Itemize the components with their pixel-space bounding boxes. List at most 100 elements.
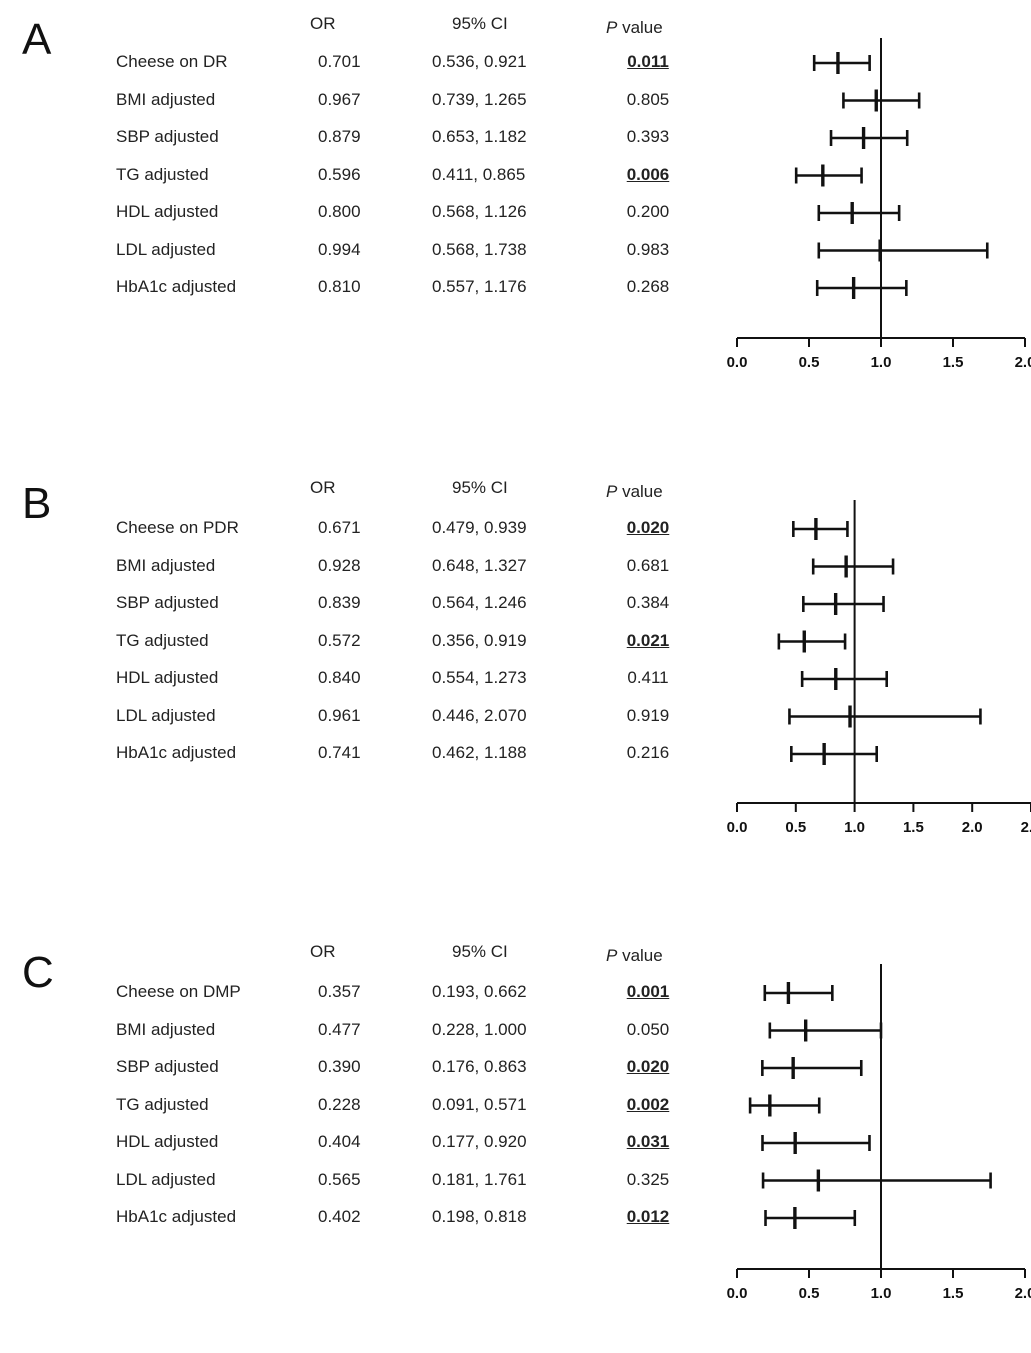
ci-bar	[792, 518, 849, 540]
row-p-value: 0.983	[626, 239, 670, 259]
ci-bar	[788, 705, 982, 728]
panel-b: B OR 95% CI P value Cheese on PDR 0.671 0.479,…	[0, 470, 1031, 890]
row-ci: 0.739, 1.265	[432, 89, 527, 109]
x-tick-label: 1.5	[943, 1285, 964, 1302]
row-ci: 0.568, 1.738	[432, 239, 527, 259]
row-label: HbA1c adjusted	[116, 277, 237, 296]
x-tick-label: 0.0	[727, 354, 748, 371]
forest-plot-c: 0.0 0.5 1.0 1.5 2.0	[727, 964, 1031, 1302]
row-or: 0.839	[318, 593, 361, 612]
ci-bar	[748, 1094, 821, 1117]
row-or: 0.596	[318, 164, 361, 184]
ci-bar	[842, 89, 921, 112]
x-tick-label: 2.0	[962, 819, 983, 836]
row-p-value: 0.021	[626, 630, 670, 650]
row-label: Cheese on DR	[116, 52, 228, 71]
x-tick-label: 0.5	[799, 354, 820, 371]
row-ci: 0.648, 1.327	[432, 555, 527, 575]
row-or: 0.390	[318, 1057, 361, 1076]
column-header-ci: 95% CI	[452, 942, 508, 961]
row-or: 0.228	[318, 1094, 361, 1114]
x-tick-label: 0.0	[727, 819, 748, 836]
column-header-p-value: P value	[606, 18, 663, 38]
row-ci: 0.177, 0.920	[432, 1132, 527, 1151]
row-ci: 0.193, 0.662	[432, 982, 527, 1001]
ci-bar	[761, 1169, 992, 1192]
row-p-value: 0.050	[626, 1019, 670, 1039]
column-header-p-value: P value	[606, 482, 663, 502]
x-tick-label: 0.5	[799, 1285, 820, 1302]
row-or: 0.701	[318, 52, 361, 71]
row-ci: 0.653, 1.182	[432, 127, 527, 146]
row-or: 0.928	[318, 555, 361, 575]
row-or: 0.572	[318, 630, 361, 650]
ci-bar	[794, 164, 863, 187]
row-or: 0.404	[318, 1132, 361, 1151]
ci-bar	[790, 743, 879, 765]
row-label: LDL adjusted	[116, 1169, 216, 1189]
row-ci: 0.568, 1.126	[432, 202, 527, 221]
p-value-word: value	[617, 946, 663, 965]
row-ci: 0.356, 0.919	[432, 630, 527, 650]
panel-c: C OR 95% CI P value Cheese on DMP 0.357 0.193,…	[0, 933, 1031, 1353]
p-symbol: P	[606, 482, 618, 501]
row-label: HDL adjusted	[116, 202, 219, 221]
row-label: BMI adjusted	[116, 1019, 216, 1039]
row-or: 0.477	[318, 1019, 361, 1039]
row-ci: 0.176, 0.863	[432, 1057, 527, 1076]
row-label: LDL adjusted	[116, 239, 216, 259]
row-p-value: 0.384	[626, 593, 670, 612]
p-symbol: P	[606, 946, 618, 965]
x-tick-label: 1.0	[871, 1285, 892, 1302]
row-or: 0.800	[318, 202, 361, 221]
ci-bar	[817, 239, 989, 262]
forest-plot-b: 0.0 0.5 1.0 1.5 2.0 2.5	[727, 500, 1031, 836]
row-or: 0.810	[318, 277, 361, 296]
row-or: 0.402	[318, 1207, 361, 1226]
row-p-value: 0.805	[626, 89, 670, 109]
p-symbol: P	[606, 18, 618, 37]
row-or: 0.840	[318, 668, 361, 687]
row-label: TG adjusted	[116, 164, 209, 184]
x-tick-label: 1.5	[903, 819, 924, 836]
forest-plot-a: 0.0 0.5 1.0 1.5 2.0	[727, 38, 1031, 371]
row-label: BMI adjusted	[116, 555, 216, 575]
x-tick-label: 1.0	[844, 819, 865, 836]
row-or: 0.565	[318, 1169, 361, 1189]
row-p-value: 0.011	[627, 52, 669, 71]
row-label: HDL adjusted	[116, 668, 219, 687]
ci-bar	[812, 52, 871, 74]
panel-letter: A	[22, 15, 52, 64]
ci-bar	[761, 1132, 871, 1154]
row-ci: 0.091, 0.571	[432, 1094, 527, 1114]
column-header-ci: 95% CI	[452, 478, 508, 497]
ci-bar	[800, 668, 889, 690]
x-tick-label: 1.5	[943, 354, 964, 371]
row-label: TG adjusted	[116, 1094, 209, 1114]
x-tick-label: 2.0	[1015, 1285, 1031, 1302]
p-value-word: value	[617, 482, 663, 501]
ci-bar	[777, 630, 847, 653]
x-tick-label: 2.5	[1021, 819, 1031, 836]
x-tick-label: 0.5	[785, 819, 806, 836]
row-or: 0.967	[318, 89, 361, 109]
row-p-value: 0.031	[626, 1132, 670, 1151]
row-or: 0.671	[318, 518, 361, 537]
row-label: SBP adjusted	[116, 127, 219, 146]
column-header-or: OR	[310, 14, 336, 33]
ci-bar	[815, 277, 908, 299]
row-or: 0.879	[318, 127, 361, 146]
row-ci: 0.564, 1.246	[432, 593, 527, 612]
row-label: SBP adjusted	[116, 1057, 219, 1076]
column-header-p-value: P value	[606, 946, 663, 966]
row-ci: 0.446, 2.070	[432, 705, 527, 725]
panel-a: A OR 95% CI P value Cheese on DR 0.701 0.536, …	[0, 0, 1031, 420]
x-tick-label: 2.0	[1015, 354, 1031, 371]
ci-bar	[764, 1207, 857, 1229]
row-or: 0.741	[318, 743, 361, 762]
row-p-value: 0.006	[626, 164, 670, 184]
panel-letter: B	[22, 479, 52, 528]
ci-bar	[829, 127, 909, 149]
row-label: Cheese on DMP	[116, 982, 241, 1001]
row-p-value: 0.681	[626, 555, 670, 575]
